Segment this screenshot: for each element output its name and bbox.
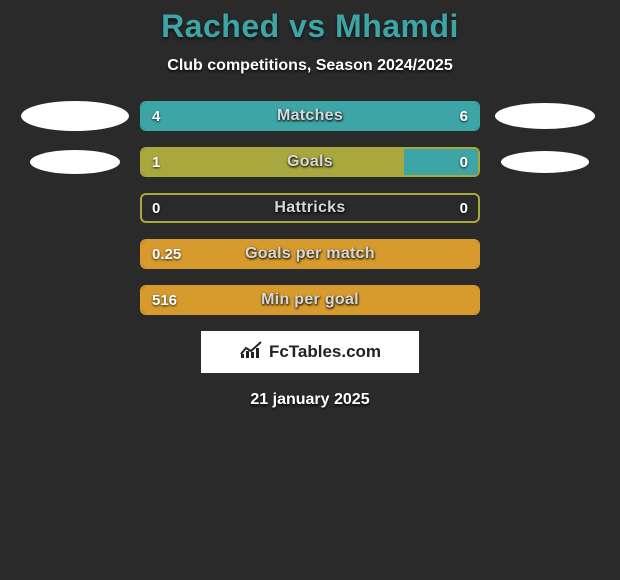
page-title: Rached vs Mhamdi xyxy=(0,8,620,45)
stats-rows: 46Matches 10Goals 00Hattricks 0.25Goals per… xyxy=(0,101,620,315)
page-subtitle: Club competitions, Season 2024/2025 xyxy=(0,57,620,75)
left-ellipse-slot xyxy=(10,150,140,174)
stat-bar: 10Goals xyxy=(140,147,480,177)
logo-text: FcTables.com xyxy=(269,342,381,362)
stat-bar: 00Hattricks xyxy=(140,193,480,223)
stat-bar: 46Matches xyxy=(140,101,480,131)
stat-row: 00Hattricks xyxy=(0,193,620,223)
stat-label: Matches xyxy=(142,103,478,129)
stat-label: Goals per match xyxy=(142,241,478,267)
right-ellipse-slot xyxy=(480,151,610,173)
chart-icon xyxy=(239,340,263,365)
player-right-ellipse xyxy=(501,151,589,173)
comparison-container: Rached vs Mhamdi Club competitions, Seas… xyxy=(0,0,620,409)
stat-bar: 516Min per goal xyxy=(140,285,480,315)
stat-row: 516Min per goal xyxy=(0,285,620,315)
stat-row: 46Matches xyxy=(0,101,620,131)
player-right-ellipse xyxy=(495,103,595,129)
left-ellipse-slot xyxy=(10,101,140,131)
stat-label: Goals xyxy=(142,149,478,175)
snapshot-date: 21 january 2025 xyxy=(0,391,620,409)
stat-row: 0.25Goals per match xyxy=(0,239,620,269)
stat-bar: 0.25Goals per match xyxy=(140,239,480,269)
right-ellipse-slot xyxy=(480,103,610,129)
stat-label: Min per goal xyxy=(142,287,478,313)
player-left-ellipse xyxy=(21,101,129,131)
stat-label: Hattricks xyxy=(142,195,478,221)
stat-row: 10Goals xyxy=(0,147,620,177)
player-left-ellipse xyxy=(30,150,120,174)
fctables-logo[interactable]: FcTables.com xyxy=(201,331,419,373)
